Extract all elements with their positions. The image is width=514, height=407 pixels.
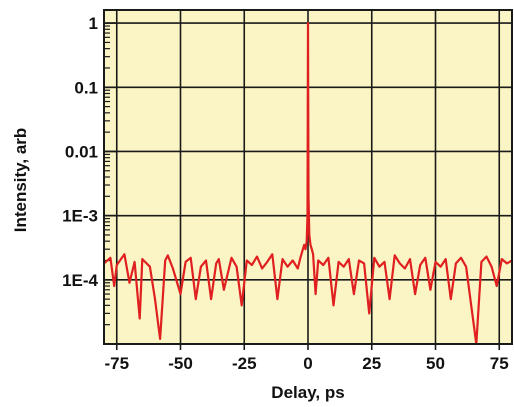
x-tick-label: -50 bbox=[168, 354, 193, 373]
plot-frame bbox=[103, 9, 513, 345]
y-tick-label: 1 bbox=[89, 14, 98, 33]
y-tick-label: 0.01 bbox=[65, 142, 98, 161]
x-tick-label: -75 bbox=[104, 354, 129, 373]
series-line bbox=[103, 22, 513, 346]
x-tick-label: 25 bbox=[362, 354, 381, 373]
x-tick-label: 75 bbox=[490, 354, 509, 373]
x-tick-label: 50 bbox=[426, 354, 445, 373]
x-axis-ticks: -75 -50 -25 0 25 50 75 bbox=[104, 344, 509, 373]
y-tick-label: 1E-4 bbox=[62, 271, 98, 290]
x-tick-label: -25 bbox=[232, 354, 257, 373]
y-tick-label: 1E-3 bbox=[62, 207, 98, 226]
y-axis-label: Intensity, arb bbox=[11, 128, 30, 233]
x-axis-label: Delay, ps bbox=[271, 383, 344, 402]
y-tick-label: 0.1 bbox=[74, 78, 98, 97]
y-axis-ticks: 1 0.1 0.01 1E-3 1E-4 bbox=[62, 14, 116, 326]
x-tick-label: 0 bbox=[303, 354, 312, 373]
